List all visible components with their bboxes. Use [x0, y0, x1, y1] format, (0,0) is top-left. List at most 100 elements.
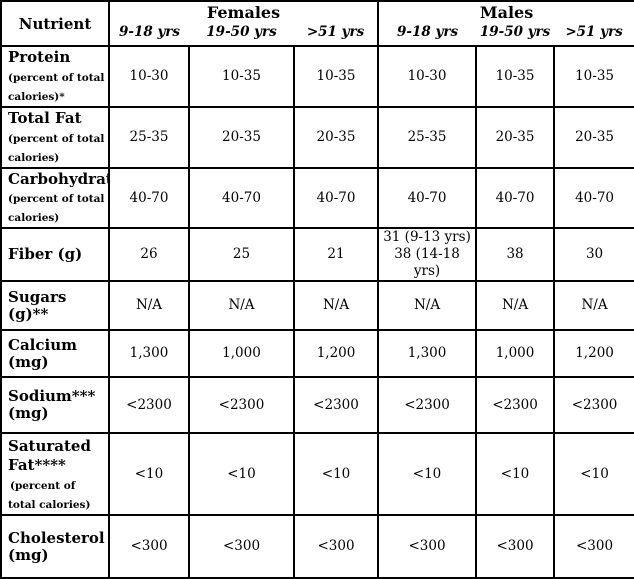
- value-cell: 10-30: [108, 45, 190, 108]
- table-row-cholesterol: Cholesterol (mg) <300 <300 <300 <300 <30…: [0, 514, 634, 579]
- value-cell: <2300: [475, 376, 556, 435]
- value-cell: N/A: [377, 280, 478, 332]
- row-label: Cholesterol (mg): [8, 528, 105, 564]
- value-cell: 1,300: [377, 329, 478, 379]
- row-sublabel: (percent of total calories)*: [8, 71, 105, 103]
- value-cell: <10: [475, 432, 556, 517]
- value-cell: N/A: [108, 280, 190, 332]
- value-cell: <2300: [377, 376, 478, 435]
- value-cell: 1,000: [188, 329, 295, 379]
- value-cell: 10-30: [377, 45, 478, 108]
- row-sublabel: (percent of total calories): [8, 132, 105, 164]
- row-label-cell: Sugars (g)**: [0, 280, 110, 332]
- value-cell: <2300: [292, 376, 380, 435]
- value-cell: <10: [188, 432, 295, 517]
- value-cell: 20-35: [188, 105, 295, 169]
- value-cell: <10: [377, 432, 478, 517]
- age-column-header: >51 yrs: [306, 24, 365, 41]
- value-cell: 20-35: [475, 105, 556, 169]
- row-label-cell: Fiber (g): [0, 227, 110, 283]
- row-label: Saturated Fat****: [8, 437, 91, 475]
- value-cell: <10: [553, 432, 634, 517]
- row-label-cell: Protein (percent of total calories)*: [0, 45, 110, 108]
- value-cell: 26: [108, 227, 190, 283]
- row-label: Sodium*** (mg): [8, 387, 96, 423]
- row-label-cell: Cholesterol (mg): [0, 514, 110, 579]
- value-cell: <2300: [108, 376, 190, 435]
- females-age-headers: 9-18 yrs 19-50 yrs >51 yrs: [111, 24, 376, 41]
- table-row-saturated-fat: Saturated Fat**** (percent of total calor…: [0, 432, 634, 517]
- value-cell: 30: [553, 227, 634, 283]
- value-cell: <300: [292, 514, 380, 579]
- value-cell: N/A: [475, 280, 556, 332]
- value-cell: 25-35: [377, 105, 478, 169]
- row-label-cell: Total Fat (percent of total calories): [0, 105, 110, 169]
- table-row-carbohydrate: Carbohydrate(percent of total calories) …: [0, 166, 634, 230]
- males-group-header: Males 9-18 yrs 19-50 yrs >51 yrs: [377, 0, 634, 47]
- value-cell: <10: [108, 432, 190, 517]
- value-cell: 20-35: [292, 105, 380, 169]
- row-label-cell: Carbohydrate (percent of total calories): [0, 166, 110, 230]
- value-cell: <2300: [188, 376, 295, 435]
- table-row-protein: Protein (percent of total calories)* 10-3…: [0, 45, 634, 108]
- value-cell: 1,200: [553, 329, 634, 379]
- table-row-sodium: Sodium*** (mg) <2300 <2300 <2300 <2300 <…: [0, 376, 634, 435]
- value-cell: 40-70: [475, 166, 556, 230]
- value-cell: <10: [292, 432, 380, 517]
- row-label: Total Fat: [8, 108, 82, 127]
- value-cell: 38: [475, 227, 556, 283]
- value-cell: 25: [188, 227, 295, 283]
- value-cell: <300: [475, 514, 556, 579]
- age-column-header: 9-18 yrs: [397, 24, 459, 41]
- table-row-calcium: Calcium (mg) 1,300 1,000 1,200 1,300 1,0…: [0, 329, 634, 379]
- row-label-cell: Saturated Fat**** (percent of total calor…: [0, 432, 110, 517]
- row-sublabel: (percent of total calories): [8, 480, 91, 512]
- table-row-sugars: Sugars (g)** N/A N/A N/A N/A N/A N/A: [0, 280, 634, 332]
- value-cell: 40-70: [553, 166, 634, 230]
- value-cell: N/A: [553, 280, 634, 332]
- age-column-header: 19-50 yrs: [206, 24, 277, 41]
- value-cell: 10-35: [475, 45, 556, 108]
- value-cell: <2300: [553, 376, 634, 435]
- row-label: Fiber (g): [8, 245, 83, 264]
- value-cell: 31 (9-13 yrs) 38 (14-18 yrs): [377, 227, 478, 283]
- value-cell: 10-35: [553, 45, 634, 108]
- value-cell: 1,200: [292, 329, 380, 379]
- value-cell: 10-35: [188, 45, 295, 108]
- value-cell: N/A: [188, 280, 295, 332]
- value-cell: 21: [292, 227, 380, 283]
- value-cell: <300: [553, 514, 634, 579]
- value-cell: N/A: [292, 280, 380, 332]
- females-group-header: Females 9-18 yrs 19-50 yrs >51 yrs: [107, 0, 380, 47]
- males-group-label: Males: [479, 3, 534, 22]
- value-cell: 40-70: [292, 166, 380, 230]
- value-cell: <300: [188, 514, 295, 579]
- header-row: Nutrient Females 9-18 yrs 19-50 yrs >51 …: [0, 0, 634, 47]
- value-cell: 1,300: [108, 329, 190, 379]
- value-cell: <300: [108, 514, 190, 579]
- value-cell: 40-70: [377, 166, 478, 230]
- row-label-cell: Sodium*** (mg): [0, 376, 110, 435]
- table-row-fiber: Fiber (g) 26 25 21 31 (9-13 yrs) 38 (14-…: [0, 227, 634, 283]
- males-age-headers: 9-18 yrs 19-50 yrs >51 yrs: [380, 24, 633, 41]
- females-group-label: Females: [206, 3, 281, 22]
- table-row-total-fat: Total Fat (percent of total calories) 25-…: [0, 105, 634, 169]
- value-cell: 40-70: [188, 166, 295, 230]
- value-cell: 10-35: [292, 45, 380, 108]
- age-column-header: 19-50 yrs: [479, 24, 551, 41]
- value-cell: <300: [377, 514, 478, 579]
- age-column-header: >51 yrs: [565, 24, 623, 41]
- row-label: Sugars (g)**: [8, 287, 67, 323]
- row-sublabel: (percent of total calories): [8, 193, 105, 225]
- row-label: Calcium (mg): [8, 335, 77, 371]
- value-cell: 1,000: [475, 329, 556, 379]
- value-cell: 20-35: [553, 105, 634, 169]
- age-column-header: 9-18 yrs: [118, 24, 181, 41]
- row-label: Protein: [8, 48, 71, 66]
- value-cell: 40-70: [108, 166, 190, 230]
- row-label-cell: Calcium (mg): [0, 329, 110, 379]
- row-label: Carbohydrate: [8, 169, 107, 188]
- nutrient-column-header: Nutrient: [0, 0, 110, 47]
- value-cell: 25-35: [108, 105, 190, 169]
